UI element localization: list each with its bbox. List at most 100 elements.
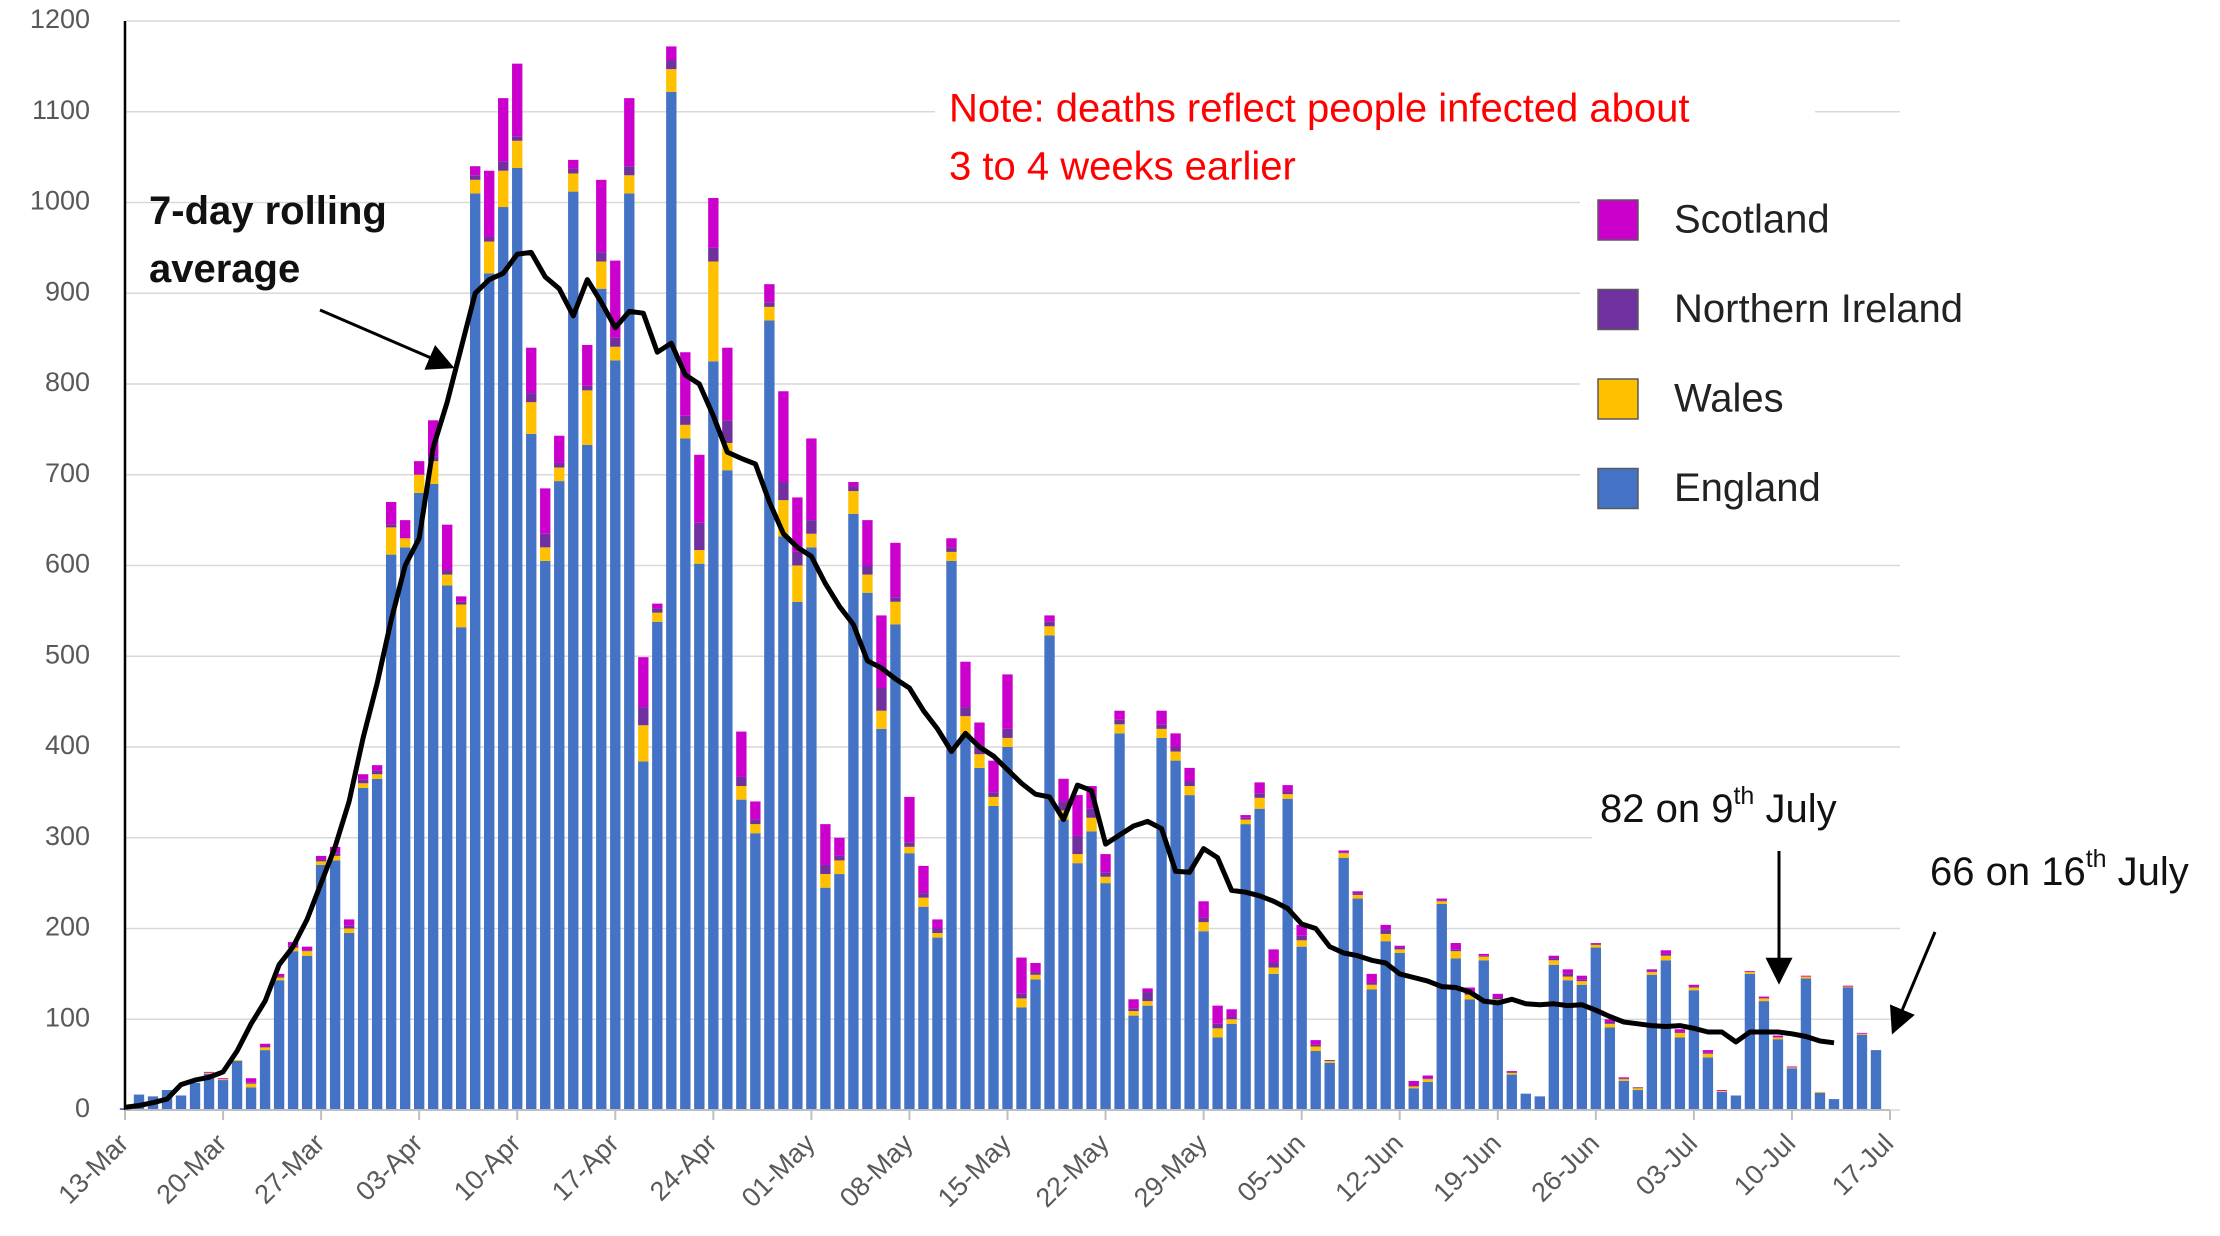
- bar-segment: [610, 346, 621, 361]
- y-tick-label: 600: [45, 549, 90, 579]
- bar-segment: [680, 438, 691, 1110]
- arrow: [319, 308, 455, 370]
- bar-segment: [722, 347, 733, 421]
- bar-segment: [217, 1080, 229, 1110]
- bar-segment: [385, 524, 397, 528]
- bar-segment: [1478, 956, 1489, 961]
- bar-segment: [918, 906, 929, 1110]
- bar-segment: [1492, 993, 1503, 998]
- bar-segment: [904, 853, 915, 1110]
- bar-segment: [343, 919, 355, 926]
- bar-segment: [1226, 1009, 1237, 1017]
- x-tick-label: 13-Mar: [53, 1128, 135, 1210]
- bar-segment: [1492, 997, 1503, 1000]
- bar-segment: [441, 585, 453, 1110]
- bar-segment: [1450, 943, 1461, 950]
- bar-segment: [1156, 724, 1167, 729]
- bar-segment: [540, 560, 551, 1110]
- bar-segment: [1240, 819, 1251, 825]
- bar-segment: [1492, 1002, 1503, 1110]
- bar-segment: [203, 1072, 215, 1074]
- bar-segment: [1436, 903, 1447, 1110]
- note-text: Note: deaths reflect people infected abo…: [949, 87, 1690, 131]
- bar-segment: [1352, 898, 1363, 1110]
- bar-segment: [1324, 1060, 1335, 1061]
- x-tick-label: 01-May: [736, 1128, 821, 1213]
- legend-label: Scotland: [1674, 198, 1830, 242]
- label-line: average: [149, 247, 300, 291]
- bar-segment: [638, 725, 649, 762]
- bar-segment: [259, 1043, 271, 1047]
- bar-segment: [1590, 943, 1602, 944]
- bar-segment: [385, 527, 397, 555]
- bar-segment: [1240, 815, 1251, 818]
- bar-segment: [1044, 621, 1055, 627]
- bar-segment: [1842, 987, 1854, 1110]
- bar-segment: [484, 170, 495, 237]
- bar-segment: [1240, 817, 1251, 820]
- bar-segment: [624, 175, 635, 194]
- bar-segment: [1828, 1099, 1840, 1110]
- bar-segment: [1548, 964, 1559, 1110]
- bar-segment: [1170, 760, 1181, 1110]
- bar-segment: [638, 657, 649, 708]
- bar-segment: [1268, 962, 1279, 968]
- bar-segment: [1072, 835, 1083, 855]
- bar-segment: [1506, 1074, 1517, 1110]
- bar-segment: [946, 547, 957, 552]
- legend-swatch: [1597, 288, 1639, 331]
- bar-segment: [1002, 747, 1013, 1110]
- bar-segment: [1856, 1034, 1868, 1110]
- y-tick-label: 400: [45, 730, 90, 760]
- bar-segment: [960, 707, 971, 717]
- bar-segment: [245, 1087, 257, 1110]
- bar-segment: [1758, 998, 1770, 1002]
- bar-segment: [1618, 1080, 1630, 1110]
- bar-segment: [1030, 979, 1041, 1110]
- bar-segment: [918, 865, 929, 894]
- bar-segment: [357, 774, 369, 780]
- label-line: 7-day rolling: [149, 189, 387, 233]
- bar-segment: [1576, 979, 1588, 982]
- bar-segment: [1058, 801, 1069, 811]
- bar-segment: [708, 197, 719, 248]
- bar-segment: [1758, 1001, 1770, 1110]
- arrow: [1889, 931, 1937, 1035]
- bar-segment: [1660, 953, 1672, 956]
- bar-segment: [301, 951, 313, 956]
- bar-segment: [1478, 955, 1489, 957]
- bar-segment: [792, 497, 803, 552]
- bar-segment: [1002, 737, 1013, 747]
- bar-segment: [1380, 933, 1391, 942]
- bar-segment: [1184, 767, 1195, 782]
- bar-segment: [680, 424, 691, 439]
- bar-segment: [708, 361, 719, 1110]
- bar-segment: [974, 754, 985, 768]
- bar-segment: [1114, 724, 1125, 734]
- bar-segment: [1702, 1053, 1714, 1058]
- callout-part: th: [1733, 782, 1754, 810]
- bar-segment: [862, 574, 873, 593]
- bar-segment: [133, 1094, 145, 1110]
- bar-segment: [1632, 1090, 1644, 1110]
- bar-segment: [568, 173, 579, 192]
- bar-segment: [1408, 1086, 1419, 1089]
- bar-segment: [722, 420, 733, 443]
- bar-segment: [1044, 635, 1055, 1110]
- bar-segment: [596, 252, 607, 262]
- bar-segment: [1646, 972, 1658, 975]
- bar-segment: [1856, 1033, 1868, 1035]
- bar-segment: [1394, 953, 1405, 1110]
- bar-segment: [1422, 1079, 1433, 1082]
- bar-segment: [680, 352, 691, 416]
- bar-segment: [1198, 922, 1209, 932]
- bar-segment: [385, 501, 397, 525]
- bar-segment: [399, 520, 411, 539]
- bar-segment: [1072, 863, 1083, 1110]
- bar-segment: [1002, 674, 1013, 729]
- bar-segment: [1366, 984, 1377, 990]
- rolling-average-line: [124, 249, 1835, 1110]
- bar-segment: [1016, 998, 1027, 1008]
- bar-segment: [1282, 798, 1293, 1110]
